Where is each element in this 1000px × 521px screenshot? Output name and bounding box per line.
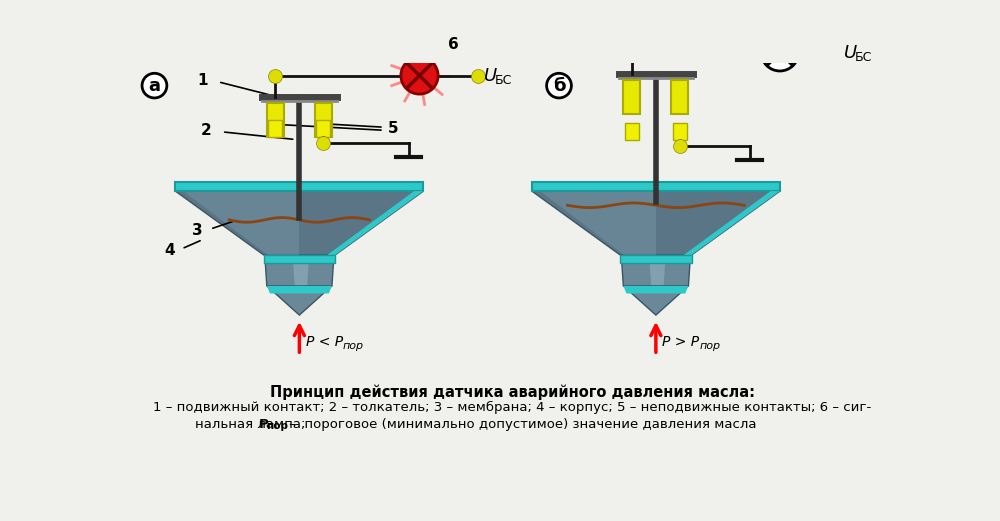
FancyBboxPatch shape xyxy=(267,103,284,137)
Polygon shape xyxy=(267,286,332,315)
Text: пор: пор xyxy=(266,421,288,431)
Text: нальная лампа;: нальная лампа; xyxy=(195,418,309,431)
Polygon shape xyxy=(267,286,332,293)
FancyBboxPatch shape xyxy=(671,80,688,114)
Text: 4: 4 xyxy=(165,243,175,258)
FancyBboxPatch shape xyxy=(268,120,282,137)
Polygon shape xyxy=(622,263,690,286)
Text: U: U xyxy=(844,44,857,61)
FancyBboxPatch shape xyxy=(673,123,687,140)
FancyBboxPatch shape xyxy=(315,103,332,137)
Polygon shape xyxy=(327,191,423,255)
Text: 1: 1 xyxy=(197,73,208,88)
Polygon shape xyxy=(175,182,423,191)
Text: а: а xyxy=(148,77,160,95)
Polygon shape xyxy=(175,191,423,255)
Polygon shape xyxy=(183,191,299,255)
FancyBboxPatch shape xyxy=(625,123,639,140)
Text: б: б xyxy=(553,77,565,95)
Polygon shape xyxy=(650,263,665,286)
Polygon shape xyxy=(623,286,688,315)
Text: пор: пор xyxy=(343,341,364,351)
Circle shape xyxy=(547,73,571,98)
Text: 2: 2 xyxy=(201,123,212,138)
Text: БС: БС xyxy=(495,74,512,86)
Polygon shape xyxy=(623,286,688,293)
Circle shape xyxy=(142,73,167,98)
Text: Принцип действия датчика аварийного давления масла:: Принцип действия датчика аварийного давл… xyxy=(270,384,755,400)
FancyBboxPatch shape xyxy=(623,80,640,114)
Text: U: U xyxy=(484,67,497,84)
Polygon shape xyxy=(264,255,335,263)
Polygon shape xyxy=(684,191,780,255)
Text: пор: пор xyxy=(699,341,720,351)
Polygon shape xyxy=(265,263,333,286)
Polygon shape xyxy=(293,263,309,286)
Text: Р: Р xyxy=(259,418,268,431)
Polygon shape xyxy=(620,255,692,263)
FancyBboxPatch shape xyxy=(316,120,330,137)
Polygon shape xyxy=(532,182,780,191)
Circle shape xyxy=(761,34,798,71)
Text: 3: 3 xyxy=(192,223,202,238)
Text: –  пороговое (минимально допустимое) значение давления масла: – пороговое (минимально допустимое) знач… xyxy=(285,418,757,431)
Text: P > P: P > P xyxy=(662,335,699,349)
Text: 1 – подвижный контакт; 2 – толкатель; 3 – мембрана; 4 – корпус; 5 – неподвижные : 1 – подвижный контакт; 2 – толкатель; 3 … xyxy=(153,401,872,414)
Circle shape xyxy=(401,57,438,94)
Text: P < P: P < P xyxy=(306,335,343,349)
Text: 6: 6 xyxy=(448,38,459,52)
Text: 5: 5 xyxy=(388,121,398,136)
Text: БС: БС xyxy=(855,51,872,64)
Polygon shape xyxy=(532,191,780,255)
Polygon shape xyxy=(540,191,656,255)
